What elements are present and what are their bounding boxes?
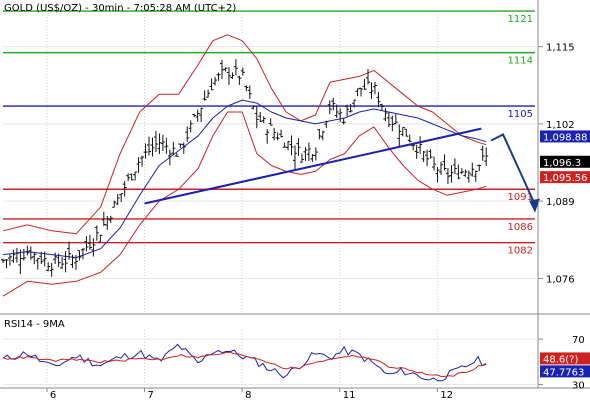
price-box-label: 1,096.3 (543, 158, 581, 169)
rsi-y-axis: 30 70 (538, 335, 585, 392)
rsi-series-line (2, 343, 487, 382)
bollinger-lower (2, 111, 487, 297)
rsi-boxes: 48.6(?) 47.7763 (540, 352, 590, 378)
price-boxes: 1,098.88 1,096.3 1,095.56 (540, 130, 590, 184)
x-tick-label: 8 (245, 390, 251, 400)
x-tick-label: 11 (343, 390, 356, 400)
forecast-arrow (490, 133, 540, 213)
price-box-label: 1,098.88 (543, 132, 588, 143)
level-label: 1114 (508, 56, 533, 67)
trendline (144, 127, 482, 205)
arrow-head (529, 198, 540, 213)
rsi-series-line (2, 351, 487, 378)
x-axis: 6 7 8 11 12 (46, 388, 453, 400)
rsi-panel[interactable] (3, 330, 538, 388)
trendline-line (144, 127, 482, 205)
price-tick-label: 1,115 (546, 43, 575, 54)
moving-average (2, 99, 487, 259)
rsi-value-box (540, 352, 590, 365)
level-label: 1082 (508, 246, 533, 257)
candlesticks (1, 59, 489, 277)
price-panel[interactable] (3, 14, 538, 314)
level-label: 1086 (508, 222, 533, 233)
x-tick-label: 12 (440, 390, 453, 400)
rsi-tick-label: 70 (572, 335, 585, 346)
bollinger-upper (2, 34, 487, 235)
rsi-grid (3, 330, 538, 388)
level-label: 1105 (508, 109, 533, 120)
level-label: 1121 (508, 14, 533, 25)
rsi-tick-label: 30 (572, 381, 585, 392)
rsi-chart-title: RSI14 - 9MA (4, 319, 65, 330)
price-tick-label: 1,076 (546, 274, 575, 285)
price-box (540, 130, 590, 143)
rsi-value-box-label: 48.6(?) (543, 354, 578, 365)
price-tick-label: 1,102 (546, 120, 575, 131)
arrow-shaft (490, 133, 536, 206)
price-box (540, 155, 590, 168)
bollinger-bands (2, 34, 487, 297)
x-tick-label: 7 (148, 390, 154, 400)
rsi-lines (2, 343, 487, 382)
rsi-value-box (540, 365, 590, 378)
support-resistance-levels: 1121 1114 1105 1091 1086 1082 (3, 10, 535, 257)
price-chart-title: GOLD (US$/OZ) - 30min - 7:05:28 AM (UTC+… (4, 3, 236, 14)
rsi-value-box-label: 47.7763 (543, 367, 584, 378)
moving-average-line (2, 99, 487, 259)
price-tick-label: 1,089 (546, 197, 575, 208)
price-box (540, 171, 590, 184)
price-box-label: 1,095.56 (543, 173, 588, 184)
x-tick-label: 6 (50, 390, 56, 400)
price-y-axis: 1,076 1,089 1,102 1,115 (538, 43, 575, 285)
level-label: 1091 (508, 192, 533, 203)
